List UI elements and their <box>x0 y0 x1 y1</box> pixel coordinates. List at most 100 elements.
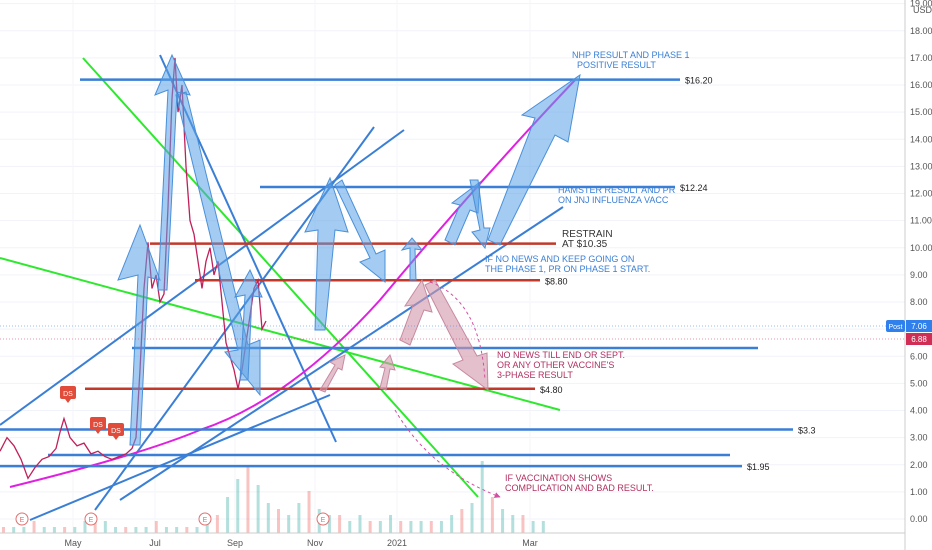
price-badge-value: 6.88 <box>911 335 927 344</box>
volume-bar <box>521 515 525 533</box>
earnings-marker-circle <box>316 512 330 526</box>
ds-marker-pointer <box>113 436 119 440</box>
annotation-line: AT $10.35 <box>562 239 608 250</box>
blue-trendline-3 <box>29 394 331 521</box>
volume-bar <box>205 521 209 533</box>
x-axis: May Jul Sep Nov 2021 Mar <box>0 532 905 548</box>
volume-bar <box>246 467 250 533</box>
y-tick-label: 11.00 <box>910 216 932 226</box>
volume-bar <box>541 521 545 533</box>
level-label: $8.80 <box>545 276 568 286</box>
volume-bar <box>378 521 382 533</box>
y-axis: 0.001.002.003.004.005.006.007.008.009.00… <box>904 0 932 550</box>
x-tick-label: Mar <box>522 538 538 548</box>
annotation-if-no-news: IF NO NEWS AND KEEP GOING ON THE PHASE 1,… <box>485 254 650 274</box>
y-tick-label: 4.00 <box>910 406 928 416</box>
volume-bar <box>338 515 342 533</box>
annotation-no-news-till: NO NEWS TILL END OR SEPT. OR ANY OTHER VA… <box>497 350 625 380</box>
y-tick-label: 3.00 <box>910 433 928 443</box>
ds-marker-box <box>60 386 76 399</box>
ds-marker-pointer <box>65 399 71 403</box>
volume-bar <box>358 515 362 533</box>
arrow-up-3 <box>234 268 263 381</box>
arrow-up-4 <box>304 176 349 331</box>
y-tick-label: 5.00 <box>910 378 928 388</box>
annotation-line: HAMSTER RESULT AND PR <box>558 185 676 195</box>
blue-trendline-4 <box>119 206 564 501</box>
volume-bar <box>368 521 372 533</box>
volume-bar <box>32 521 36 533</box>
volume-bar <box>307 491 311 533</box>
arrow-up-5 <box>400 237 424 281</box>
y-tick-label: 13.00 <box>910 161 932 171</box>
arrow-up-2 <box>154 53 191 291</box>
volume-bar <box>236 479 240 533</box>
level-label: $4.80 <box>540 385 563 395</box>
y-tick-label: 6.00 <box>910 351 928 361</box>
x-tick-label: Sep <box>227 538 243 548</box>
earnings-marker-circle <box>198 512 212 526</box>
ds-marker-label: DS <box>93 422 103 429</box>
volume-bar <box>52 527 56 533</box>
volume-bar <box>501 509 505 533</box>
currency-label: USD <box>913 5 932 15</box>
y-tick-label: 9.00 <box>910 270 928 280</box>
volume-bar <box>480 461 484 533</box>
volume-bar <box>511 515 515 533</box>
x-tick-label: 2021 <box>387 538 407 548</box>
ds-marker-label: DS <box>111 428 121 435</box>
volume-bar <box>439 521 443 533</box>
volume-bar <box>114 527 118 533</box>
earnings-marker-label: E <box>321 517 326 524</box>
volume-bar <box>103 521 107 533</box>
price-badge-value: 7.06 <box>911 322 927 331</box>
volume-bar <box>175 527 179 533</box>
y-tick-label: 18.00 <box>910 26 932 36</box>
trend-lines <box>0 54 576 521</box>
volume-bar <box>144 527 148 533</box>
volume-bar <box>134 527 138 533</box>
arrow-up-1 <box>117 223 161 446</box>
volume-bar <box>93 515 97 533</box>
level-label: $1.95 <box>747 462 770 472</box>
arrow-down-1 <box>175 91 261 397</box>
earnings-marker: E <box>15 512 29 526</box>
annotation-line: COMPLICATION AND BAD RESULT. <box>505 483 654 493</box>
ds-marker-box <box>108 423 124 436</box>
volume-bar <box>215 515 219 533</box>
dividend-split-markers[interactable]: DS DS DS <box>60 386 124 440</box>
green-trendline-shallow <box>0 257 561 411</box>
annotation-restrain: RESTRAIN AT $10.35 <box>562 229 613 250</box>
y-tick-label: 1.00 <box>910 487 928 497</box>
annotation-nhp: NHP RESULT AND PHASE 1 POSITIVE RESULT <box>572 50 690 70</box>
annotation-line: IF NO NEWS AND KEEP GOING ON <box>485 254 634 264</box>
volume-bar <box>42 527 46 533</box>
volume-bar <box>531 521 535 533</box>
volume-bar <box>185 527 189 533</box>
volume-bar <box>287 515 291 533</box>
annotation-line: IF VACCINATION SHOWS <box>505 473 612 483</box>
volume-bar <box>164 527 168 533</box>
volume-bar <box>470 503 474 533</box>
pink-dashed-arc-1 <box>429 281 486 381</box>
volume-bar <box>399 521 403 533</box>
annotation-line: RESTRAIN <box>562 229 613 240</box>
volume-bar <box>460 509 464 533</box>
volume-bar <box>226 497 230 533</box>
y-tick-label: 8.00 <box>910 297 928 307</box>
price-badges: Post 7.06 6.88 <box>0 320 932 345</box>
ds-marker: DS <box>60 386 76 403</box>
volume-bar <box>256 485 260 533</box>
annotation-line: 3-PHASE RESULT <box>497 370 573 380</box>
annotation-line: NO NEWS TILL END OR SEPT. <box>497 350 625 360</box>
volume-bar <box>195 527 199 533</box>
price-badge-tag-label: Post <box>888 324 902 331</box>
annotation-line: POSITIVE RESULT <box>577 60 656 70</box>
ds-marker-box <box>90 417 106 430</box>
volume-bar <box>490 497 494 533</box>
earnings-marker-circle <box>15 512 29 526</box>
x-tick-label: Jul <box>149 538 161 548</box>
y-tick-label: 14.00 <box>910 134 932 144</box>
